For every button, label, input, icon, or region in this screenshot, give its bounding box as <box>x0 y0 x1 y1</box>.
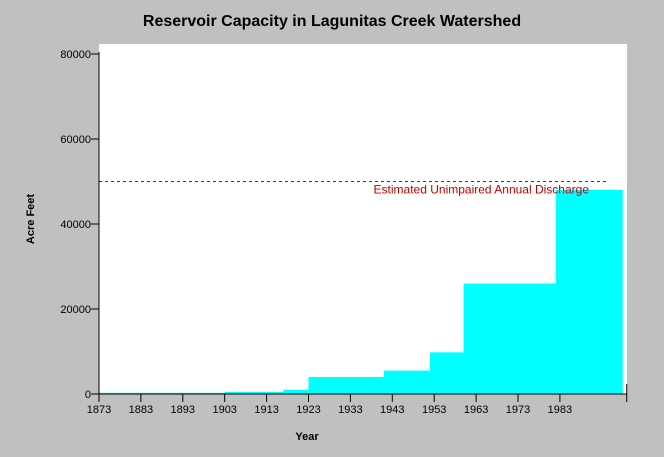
x-tick-label: 1933 <box>338 404 362 416</box>
x-tick-label: 1893 <box>171 404 195 416</box>
x-tick-label: 1873 <box>87 404 111 416</box>
x-axis-ticks: 1873 1883 1893 1903 1913 1923 1933 1943 1953 1963… <box>87 384 628 416</box>
x-tick-label: 1953 <box>422 404 446 416</box>
y-tick-label: 80000 <box>60 49 91 61</box>
reservoir-capacity-area <box>99 117 623 394</box>
y-tick-label: 40000 <box>60 219 91 231</box>
x-tick-label: 1923 <box>296 404 320 416</box>
x-axis-title: Year <box>295 431 319 443</box>
y-axis-title: Acre Feet <box>25 194 37 244</box>
y-tick-label: 0 <box>85 389 91 401</box>
x-tick-label: 1973 <box>506 404 530 416</box>
x-tick-label: 1903 <box>212 404 236 416</box>
y-tick-label: 20000 <box>60 304 91 316</box>
chart-title: Reservoir Capacity in Lagunitas Creek Wa… <box>142 13 522 30</box>
y-tick-label: 60000 <box>60 134 91 146</box>
x-tick-label: 1913 <box>254 404 278 416</box>
x-tick-label: 1983 <box>548 404 572 416</box>
unimpaired-discharge-label: Estimated Unimpaired Annual Discharge <box>374 183 590 197</box>
x-tick-label: 1883 <box>129 404 153 416</box>
x-tick-label: 1943 <box>380 404 404 416</box>
y-axis-ticks: 0 20000 40000 60000 80000 <box>60 49 99 401</box>
x-tick-label: 1963 <box>464 404 488 416</box>
